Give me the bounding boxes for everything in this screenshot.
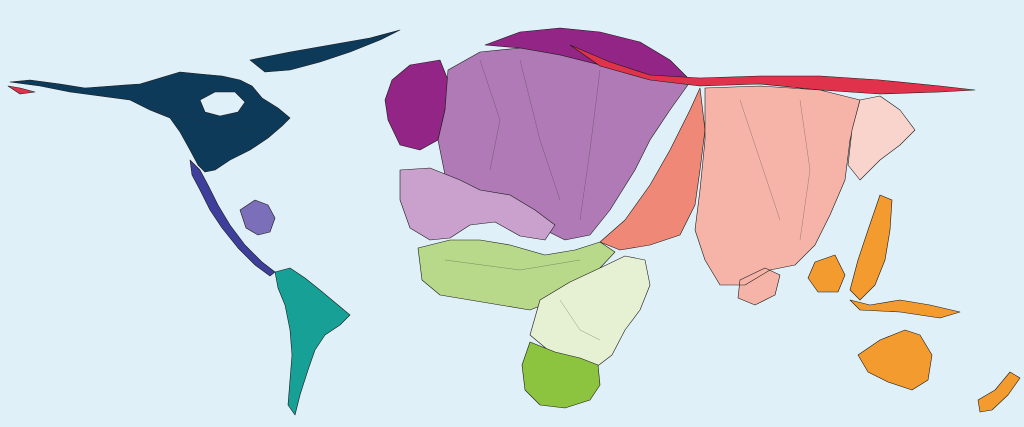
- region-caribbean: [239, 199, 276, 236]
- region-south-america: [274, 267, 351, 416]
- region-middle-east: [399, 167, 556, 241]
- region-oceania: [857, 329, 1021, 413]
- country-borders: [149, 59, 811, 341]
- region-south-asia: [599, 87, 706, 251]
- region-southern-africa: [521, 341, 601, 409]
- region-southeast-asia: [807, 194, 961, 319]
- region-east-asia: [694, 85, 861, 306]
- region-russia-arctic: [7, 44, 976, 95]
- region-central-america: [189, 159, 276, 277]
- region-japan-korea: [847, 95, 916, 181]
